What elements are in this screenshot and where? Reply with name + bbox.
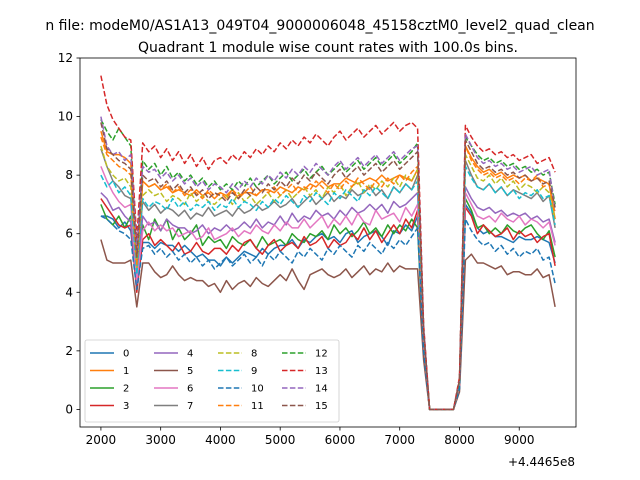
legend-label-9: 9	[251, 366, 257, 377]
series-line-8	[100, 145, 556, 411]
legend-label-12: 12	[315, 349, 328, 360]
legend-label-10: 10	[251, 384, 264, 395]
x-tick-label: 3000	[145, 433, 176, 447]
legend-label-1: 1	[123, 366, 129, 377]
x-tick-label: 2000	[86, 433, 117, 447]
legend-label-3: 3	[123, 401, 129, 412]
y-tick-label: 10	[58, 110, 73, 124]
plot-area: 2000 3000 4000 5000 6000 7000 8000 900002468101…	[58, 51, 577, 447]
legend-label-8: 8	[251, 349, 257, 360]
series-line-10	[100, 215, 556, 411]
x-offset-label: +4.4465e8	[508, 455, 575, 469]
y-tick-label: 0	[65, 402, 73, 416]
legend-label-0: 0	[123, 349, 129, 360]
axes-frame	[79, 57, 577, 428]
x-tick-label: 6000	[325, 433, 356, 447]
x-tick-label: 4000	[205, 433, 236, 447]
series-line-9	[100, 165, 556, 411]
legend-label-4: 4	[187, 349, 193, 360]
series-line-14	[100, 116, 556, 411]
y-tick-label: 4	[65, 285, 73, 299]
chart-title: Quadrant 1 module wise count rates with …	[138, 40, 518, 56]
x-tick-label: 7000	[384, 433, 415, 447]
legend-label-6: 6	[187, 384, 193, 395]
x-tick-label: 8000	[444, 433, 475, 447]
legend-box	[84, 339, 340, 423]
series-line-6	[100, 166, 556, 411]
legend-label-13: 13	[315, 366, 328, 377]
y-tick-label: 8	[65, 168, 73, 182]
figure-suptitle: n file: modeM0/AS1A13_049T04_9000006048_…	[45, 18, 594, 34]
x-tick-label: 9000	[504, 433, 535, 447]
legend-label-2: 2	[123, 384, 129, 395]
legend-label-7: 7	[187, 401, 193, 412]
series-lines	[100, 75, 556, 411]
series-line-11	[100, 136, 556, 411]
y-tick-label: 12	[58, 51, 73, 65]
series-line-4	[100, 186, 556, 411]
legend-label-14: 14	[315, 384, 328, 395]
x-tick-label: 5000	[265, 433, 296, 447]
legend-label-5: 5	[187, 366, 193, 377]
series-line-5	[100, 239, 556, 411]
y-tick-label: 6	[65, 227, 73, 241]
legend-label-11: 11	[251, 401, 264, 412]
series-line-13	[100, 75, 556, 411]
series-line-2	[100, 197, 556, 411]
series-line-15	[100, 122, 556, 411]
legend-label-15: 15	[315, 401, 328, 412]
y-tick-label: 2	[65, 344, 73, 358]
